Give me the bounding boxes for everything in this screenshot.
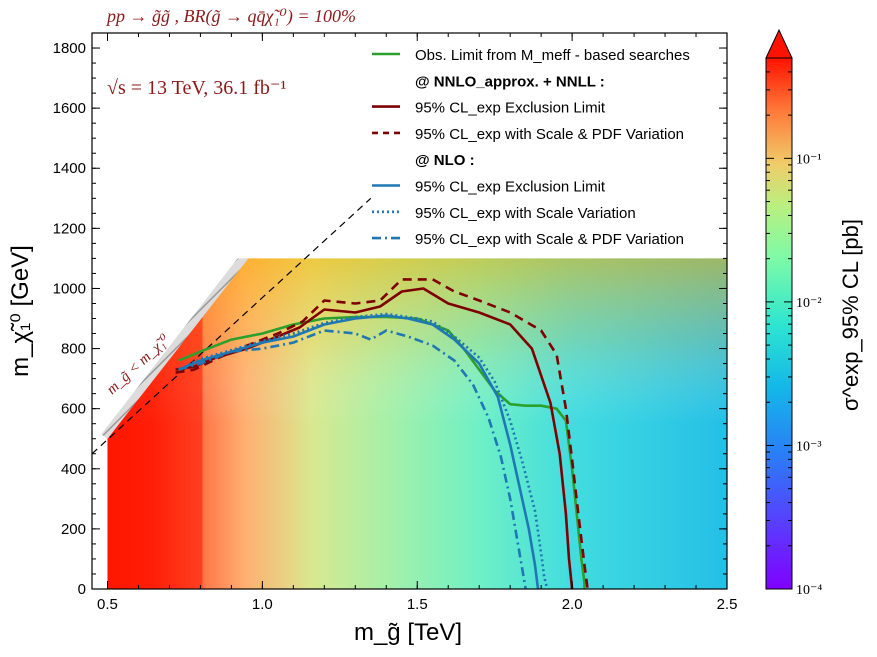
x-tick-label: 2.5 bbox=[717, 596, 738, 613]
energy-luminosity-label: √s = 13 TeV, 36.1 fb⁻¹ bbox=[107, 77, 286, 99]
legend-header: @ NLO : bbox=[415, 152, 475, 169]
x-tick-label: 1.5 bbox=[407, 596, 428, 613]
y-tick-label: 1600 bbox=[53, 100, 86, 117]
legend: Obs. Limit from M_meff - based searches @… bbox=[372, 47, 690, 248]
y-tick-label: 200 bbox=[61, 521, 86, 538]
colorbar bbox=[765, 28, 793, 590]
colorbar-gradient bbox=[765, 57, 793, 590]
colorbar-ticks: 10⁻⁴ 10⁻³ 10⁻² 10⁻¹ bbox=[766, 57, 822, 598]
x-tick-label: 1.0 bbox=[252, 596, 273, 613]
heatmap-top-shade bbox=[107, 258, 727, 589]
limit-curve-4 bbox=[178, 314, 540, 589]
limit-curve-5 bbox=[178, 312, 549, 589]
y-tick-label: 800 bbox=[61, 341, 86, 358]
legend-label: 95% CL_exp with Scale & PDF Variation bbox=[415, 231, 684, 248]
y-tick-label: 0 bbox=[78, 581, 86, 598]
legend-header: @ NNLO_approx. + NNLL : bbox=[415, 73, 605, 90]
diagonal-dashed-line bbox=[92, 197, 372, 455]
legend-label: 95% CL_exp Exclusion Limit bbox=[415, 179, 606, 196]
legend-label: 95% CL_exp with Scale Variation bbox=[415, 205, 636, 222]
cross-section-heatmap bbox=[92, 252, 727, 589]
legend-label: Obs. Limit from M_meff - based searches bbox=[415, 47, 690, 64]
y-tick-label: 1800 bbox=[53, 40, 86, 57]
legend-label: 95% CL_exp Exclusion Limit bbox=[415, 100, 606, 117]
y-tick-label: 1200 bbox=[53, 220, 86, 237]
y-tick-label: 1000 bbox=[53, 280, 86, 297]
colorbar-tick-label: 10⁻³ bbox=[796, 439, 822, 454]
y-tick-label: 600 bbox=[61, 401, 86, 418]
limit-curve-6 bbox=[178, 329, 527, 589]
colorbar-tick-label: 10⁻⁴ bbox=[796, 583, 822, 598]
x-tick-label: 0.5 bbox=[97, 596, 118, 613]
colorbar-label: σ^exp_95% CL [pb] bbox=[838, 219, 863, 411]
y-tick-label: 1400 bbox=[53, 160, 86, 177]
limit-curve-1 bbox=[178, 315, 586, 589]
colorbar-extend-arrow bbox=[765, 28, 793, 59]
kinematic-boundary bbox=[92, 197, 372, 455]
x-axis-label: m_g̃ [TeV] bbox=[354, 619, 462, 646]
axis-ticks: 0.5 1.0 1.5 2.0 2.5 0 200 400 600 800 1000 1200 1400… bbox=[53, 32, 738, 613]
legend-label: 95% CL_exp with Scale & PDF Variation bbox=[415, 126, 684, 143]
plot-frame bbox=[91, 32, 728, 590]
y-axis-label: m_χ̃₁⁰ [GeV] bbox=[7, 245, 34, 377]
colorbar-tick-label: 10⁻² bbox=[796, 296, 822, 311]
chart-title: pp → g̃g̃ , BR(g̃ → qq̄χ̃₁⁰) = 100% bbox=[105, 6, 356, 27]
diagonal-hatch-band bbox=[101, 258, 249, 439]
limit-curves bbox=[175, 278, 589, 589]
y-tick-label: 400 bbox=[61, 461, 86, 478]
colorbar-tick-label: 10⁻¹ bbox=[796, 152, 822, 167]
x-tick-label: 2.0 bbox=[562, 596, 583, 613]
